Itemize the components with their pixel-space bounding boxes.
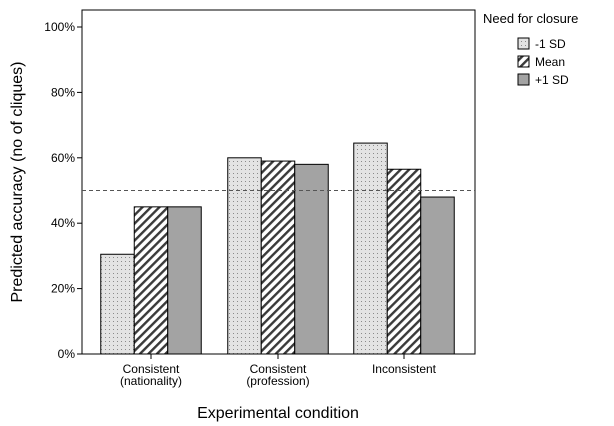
bar-1-sd-0 (167, 206, 202, 355)
y-tick-label: 40% (51, 216, 75, 230)
bar-1-sd-0 (100, 253, 135, 355)
y-tick-label: 20% (51, 282, 75, 296)
x-tick-label: Inconsistent (372, 362, 437, 376)
category-labels: Consistent(nationality)Consistent(profes… (120, 354, 437, 388)
legend-label: -1 SD (535, 37, 566, 51)
bar-1-sd-1 (294, 163, 329, 355)
y-tick-label: 100% (44, 20, 75, 34)
y-tick-label: 80% (51, 85, 75, 99)
y-tick-label: 60% (51, 151, 75, 165)
bar-mean-2 (386, 168, 422, 355)
x-tick-label: Consistent (123, 362, 180, 376)
legend-swatch (517, 37, 530, 50)
legend-label: +1 SD (535, 73, 569, 87)
legend-swatch (517, 73, 530, 86)
y-tick-label: 0% (58, 347, 76, 361)
bar-1-sd-1 (227, 157, 262, 355)
x-tick-label: (nationality) (120, 374, 182, 388)
bar-1-sd-2 (420, 196, 455, 355)
legend-title: Need for closure (483, 11, 578, 26)
y-axis-ticks: 0% 20% 40% 60% 80% 100% (44, 20, 82, 361)
x-tick-label: (profession) (246, 374, 309, 388)
bar-1-sd-2 (353, 142, 388, 355)
x-axis-title: Experimental condition (197, 405, 359, 422)
legend: Need for closure -1 SD Mean +1 SD (483, 11, 578, 87)
legend-label: Mean (535, 55, 565, 69)
legend-swatch (517, 55, 530, 68)
y-axis-title: Predicted accuracy (no of cliques) (9, 62, 26, 303)
x-tick-label: Consistent (250, 362, 307, 376)
bar-mean-0 (133, 206, 169, 355)
bar-mean-1 (260, 160, 296, 355)
